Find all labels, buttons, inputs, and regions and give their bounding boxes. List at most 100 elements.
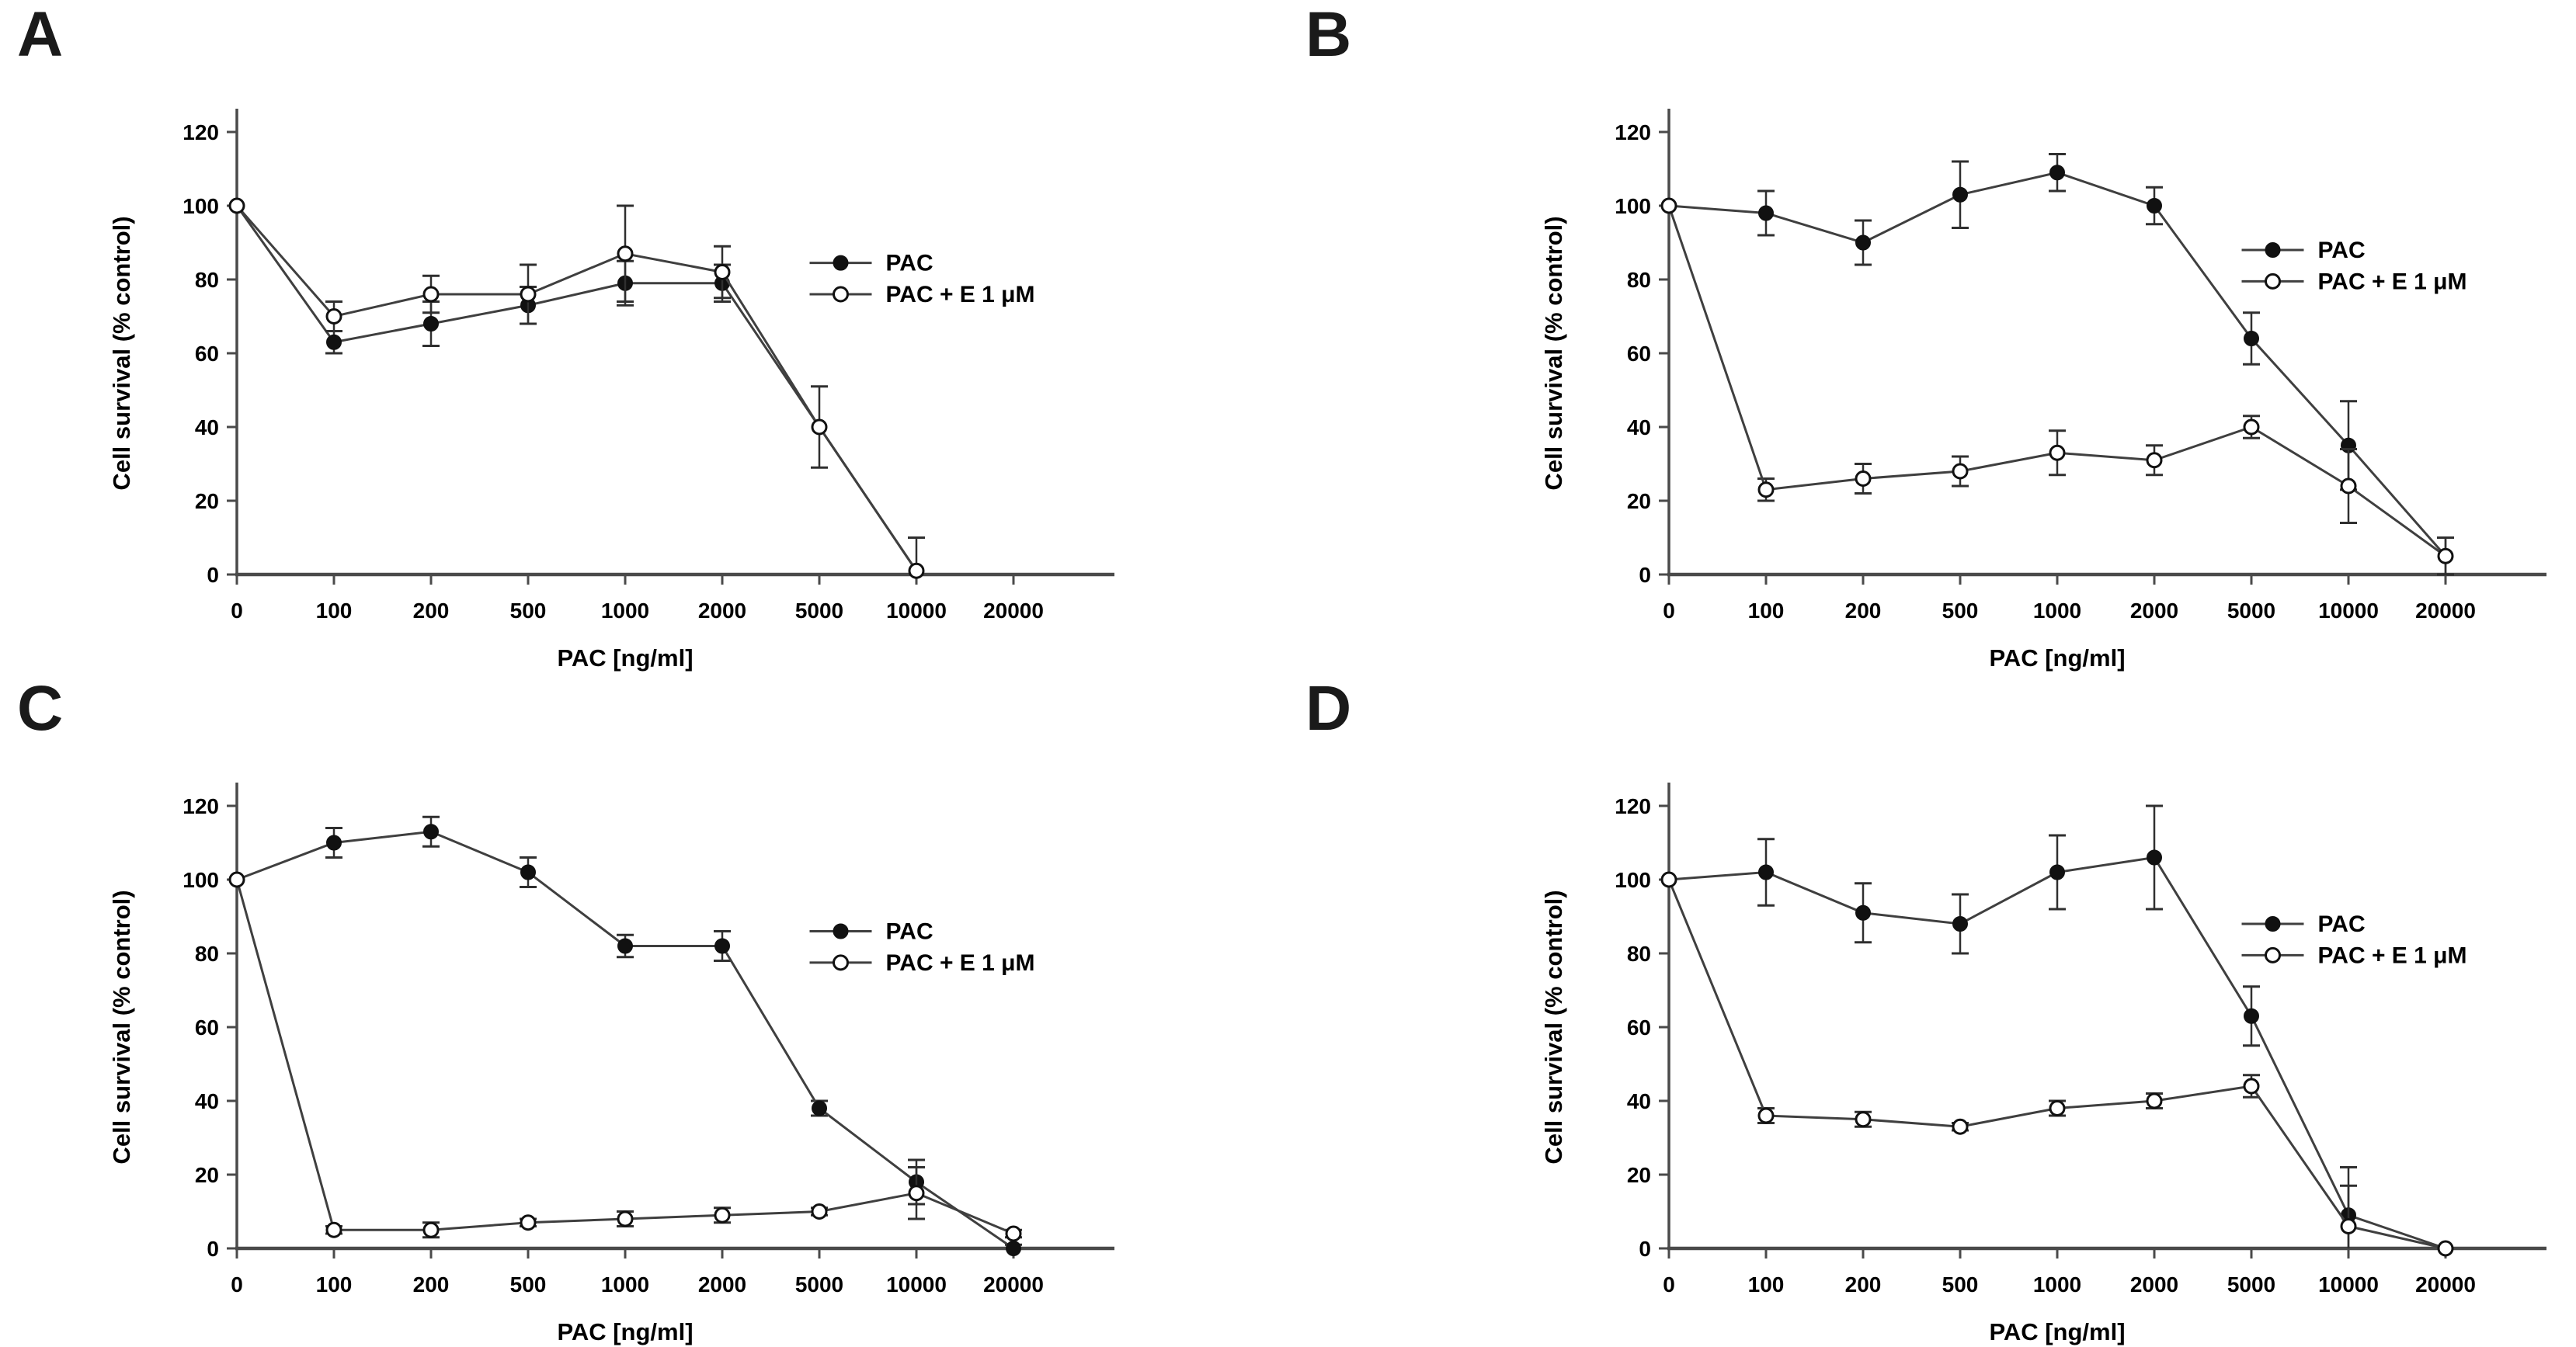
x-tick-label: 20000 [983, 599, 1044, 623]
open-circle-marker [2340, 1218, 2357, 1234]
filled-circle-marker [2147, 198, 2162, 214]
open-circle-marker [908, 562, 925, 579]
series-line [235, 205, 918, 572]
y-tick-label: 40 [195, 415, 219, 439]
legend-label: PAC + E 1 μM [886, 950, 1035, 976]
y-tick-label: 120 [183, 120, 219, 144]
x-axis-title: PAC [ng/ml] [1989, 1318, 2125, 1345]
series-markers [228, 871, 1022, 1242]
x-tick-label: 10000 [2318, 1272, 2379, 1297]
filled-circle-marker [520, 864, 536, 880]
y-axis-title: Cell survival (% control) [1540, 216, 1567, 490]
series-pac-plus-e [1660, 197, 2454, 576]
panel-a: A 0 20 40 60 80 100 120 0 100 200 500 1000 2000 5000 1… [0, 0, 1288, 673]
series-pac [1661, 153, 2454, 576]
series-line [235, 205, 918, 572]
y-tick-labels: 0 20 40 60 80 100 120 [183, 794, 237, 1261]
x-tick-label: 0 [231, 1272, 243, 1297]
x-tick-label: 1000 [601, 599, 649, 623]
x-tick-label: 2000 [2130, 599, 2178, 623]
chart-b-cell-survival-vs-pac: 0 20 40 60 80 100 120 0 100 200 500 1000 2000 5000 100… [1540, 109, 2546, 672]
x-tick-label: 200 [1845, 599, 1882, 623]
filled-circle-marker [326, 835, 342, 851]
panel-c-label: C [17, 673, 64, 744]
y-axis-title: Cell survival (% control) [108, 216, 135, 490]
open-circle-marker [325, 308, 342, 325]
series-markers [1661, 165, 2453, 564]
open-circle-marker [520, 1214, 537, 1231]
open-circle-marker [2049, 444, 2066, 461]
y-tick-label: 0 [207, 1237, 219, 1261]
filled-circle-marker [833, 923, 849, 939]
filled-circle-marker [1758, 205, 1774, 221]
y-tick-label: 0 [207, 563, 219, 587]
y-tick-label: 80 [1627, 942, 1651, 966]
filled-circle-marker [1006, 1241, 1021, 1256]
legend-label: PAC + E 1 μM [2318, 269, 2467, 294]
x-tick-label: 200 [1845, 1272, 1882, 1297]
filled-circle-marker [2049, 864, 2065, 880]
filled-circle-marker [1758, 864, 1774, 880]
panel-d-label: D [1305, 673, 1352, 744]
legend-label: PAC + E 1 μM [2318, 943, 2467, 968]
x-tick-label: 1000 [2033, 1272, 2081, 1297]
open-circle-marker [1855, 470, 1872, 487]
legend: PAC PAC + E 1 μM [809, 919, 1035, 976]
panel-a-label: A [17, 0, 64, 70]
x-tick-label: 5000 [795, 1272, 843, 1297]
open-circle-marker [2265, 273, 2281, 290]
y-tick-labels: 0 20 40 60 80 100 120 [1615, 794, 1669, 1261]
series-line [1668, 171, 2447, 557]
y-tick-label: 20 [195, 489, 219, 513]
filled-circle-marker [2265, 242, 2281, 258]
x-tick-labels: 0 100 200 500 1000 2000 5000 10000 20000 [1663, 1248, 2476, 1297]
open-circle-marker [2243, 418, 2260, 436]
axes [235, 109, 1114, 577]
legend-label: PAC [2318, 911, 2366, 937]
filled-circle-marker [2049, 165, 2065, 181]
x-tick-label: 0 [231, 599, 243, 623]
filled-circle-marker [423, 316, 439, 332]
open-circle-marker [1757, 1107, 1775, 1124]
y-tick-label: 100 [1615, 194, 1651, 218]
filled-circle-marker [1855, 234, 1871, 251]
x-tick-label: 2000 [698, 599, 746, 623]
legend: PAC PAC + E 1 μM [2241, 911, 2467, 968]
series-markers [1660, 871, 2454, 1257]
legend: PAC PAC + E 1 μM [809, 251, 1035, 307]
x-tick-label: 500 [1942, 599, 1979, 623]
open-circle-marker [1855, 1111, 1872, 1128]
x-tick-label: 0 [1663, 1272, 1675, 1297]
y-tick-label: 120 [1615, 794, 1651, 818]
filled-circle-marker [833, 255, 849, 271]
filled-circle-marker [2147, 849, 2162, 866]
filled-circle-marker [2265, 916, 2281, 932]
series-pac [229, 815, 1022, 1256]
filled-circle-marker [617, 938, 633, 954]
series-pac [1661, 804, 2453, 1256]
y-tick-label: 60 [1627, 1015, 1651, 1040]
axes [1667, 109, 2546, 577]
open-circle-marker [811, 418, 828, 436]
legend-label: PAC [886, 251, 933, 276]
x-tick-label: 10000 [2318, 599, 2379, 623]
x-tick-labels: 0 100 200 500 1000 2000 5000 10000 20000 [231, 575, 1044, 623]
x-tick-label: 10000 [886, 1272, 947, 1297]
panel-b-label: B [1305, 0, 1352, 70]
open-circle-marker [520, 286, 537, 303]
x-tick-label: 500 [510, 599, 547, 623]
y-tick-label: 20 [195, 1163, 219, 1187]
y-tick-label: 0 [1639, 1237, 1651, 1261]
open-circle-marker [228, 871, 245, 888]
filled-circle-marker [2244, 1008, 2259, 1024]
chart-c-cell-survival-vs-pac: 0 20 40 60 80 100 120 0 100 200 500 1000 2000 5000 100… [108, 783, 1114, 1345]
open-circle-marker [2437, 1240, 2454, 1257]
x-tick-label: 200 [413, 599, 450, 623]
legend: PAC PAC + E 1 μM [2241, 238, 2467, 294]
open-circle-marker [1005, 1225, 1022, 1242]
y-tick-labels: 0 20 40 60 80 100 120 [1615, 120, 1669, 587]
y-tick-label: 0 [1639, 563, 1651, 587]
x-tick-label: 5000 [2227, 1272, 2275, 1297]
x-tick-label: 20000 [2415, 1272, 2476, 1297]
x-tick-label: 10000 [886, 599, 947, 623]
